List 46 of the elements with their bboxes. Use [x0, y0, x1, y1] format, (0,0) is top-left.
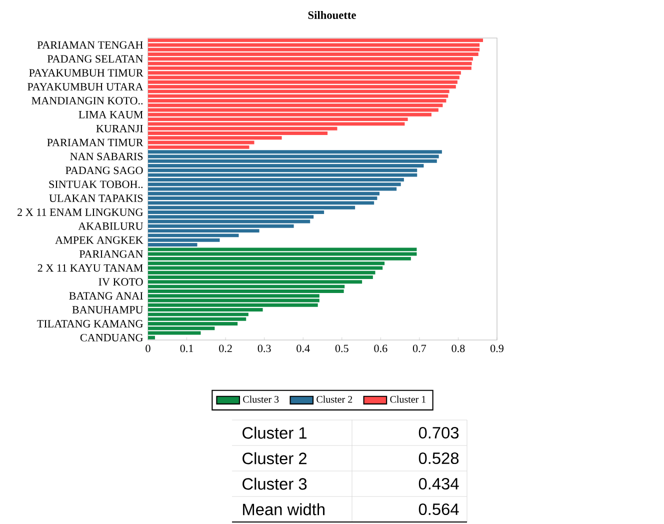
y-tick-label: CANDUANG	[80, 334, 143, 342]
y-tick-label: PADANG SELATAN	[47, 55, 144, 63]
text: Cluster 1	[242, 426, 307, 439]
x-tick-label: 0.4	[296, 344, 310, 352]
text: Mean width	[243, 503, 324, 516]
y-tick-label: TILATANG KAMANG	[37, 320, 143, 328]
text: 0.434	[418, 478, 459, 490]
y-tick-label: IV KOTO	[98, 278, 143, 286]
y-tick-label: LIMA KAUM	[78, 110, 143, 118]
y-tick-label: PADANG SAGO	[66, 166, 143, 174]
x-tick-label: 0.8	[452, 344, 465, 352]
x-tick-label: 0.1	[180, 344, 194, 352]
text: 0.703	[418, 426, 459, 439]
y-tick-label: PAYAKUMBUH TIMUR	[29, 69, 144, 77]
text: Cluster 2	[242, 452, 306, 464]
legend-label: Cluster 2	[316, 396, 352, 403]
y-tick-label: PARIAMAN TIMUR	[47, 138, 144, 146]
y-tick-label: PARIANGAN	[79, 250, 144, 258]
x-tick-label: 0.7	[412, 344, 426, 352]
y-tick-label: 2 X 11 KAYU TANAM	[38, 264, 143, 272]
text: 0.564	[418, 503, 459, 516]
y-tick-label: NAN SABARIS	[70, 152, 143, 160]
x-tick-label: 0.3	[258, 344, 271, 352]
chart-title: Silhouette	[308, 10, 356, 19]
y-tick-label: AMPEK ANGKEK	[55, 236, 144, 244]
legend-label: Cluster 3	[243, 396, 279, 403]
y-tick-label: BATANG ANAI	[69, 292, 143, 300]
legend-label: Cluster 1	[390, 396, 426, 403]
x-tick-label: 0	[146, 344, 150, 352]
x-tick-label: 0.9	[490, 344, 504, 352]
text: 0.528	[418, 452, 459, 464]
y-tick-label: BANUHAMPU	[72, 306, 144, 314]
y-tick-label: ULAKAN TAPAKIS	[49, 194, 143, 202]
y-tick-label: MANDIANGIN KOTO..	[32, 96, 143, 104]
y-tick-label: PAYAKUMBUH UTARA	[28, 83, 144, 90]
y-tick-label: SINTUAK TOBOH..	[49, 180, 143, 188]
x-tick-label: 0.2	[219, 344, 232, 352]
y-tick-label: AKABILURU	[78, 222, 144, 230]
y-tick-label: KURANJI	[96, 124, 143, 132]
bar	[148, 38, 484, 42]
y-tick-label: 2 X 11 ENAM LINGKUNG	[18, 208, 143, 216]
text: Cluster 3	[242, 478, 307, 490]
bar	[148, 150, 442, 154]
x-tick-label: 0.5	[335, 344, 348, 352]
y-tick-label: PARIAMAN TENGAH	[37, 41, 143, 49]
x-tick-label: 0.6	[374, 344, 388, 352]
